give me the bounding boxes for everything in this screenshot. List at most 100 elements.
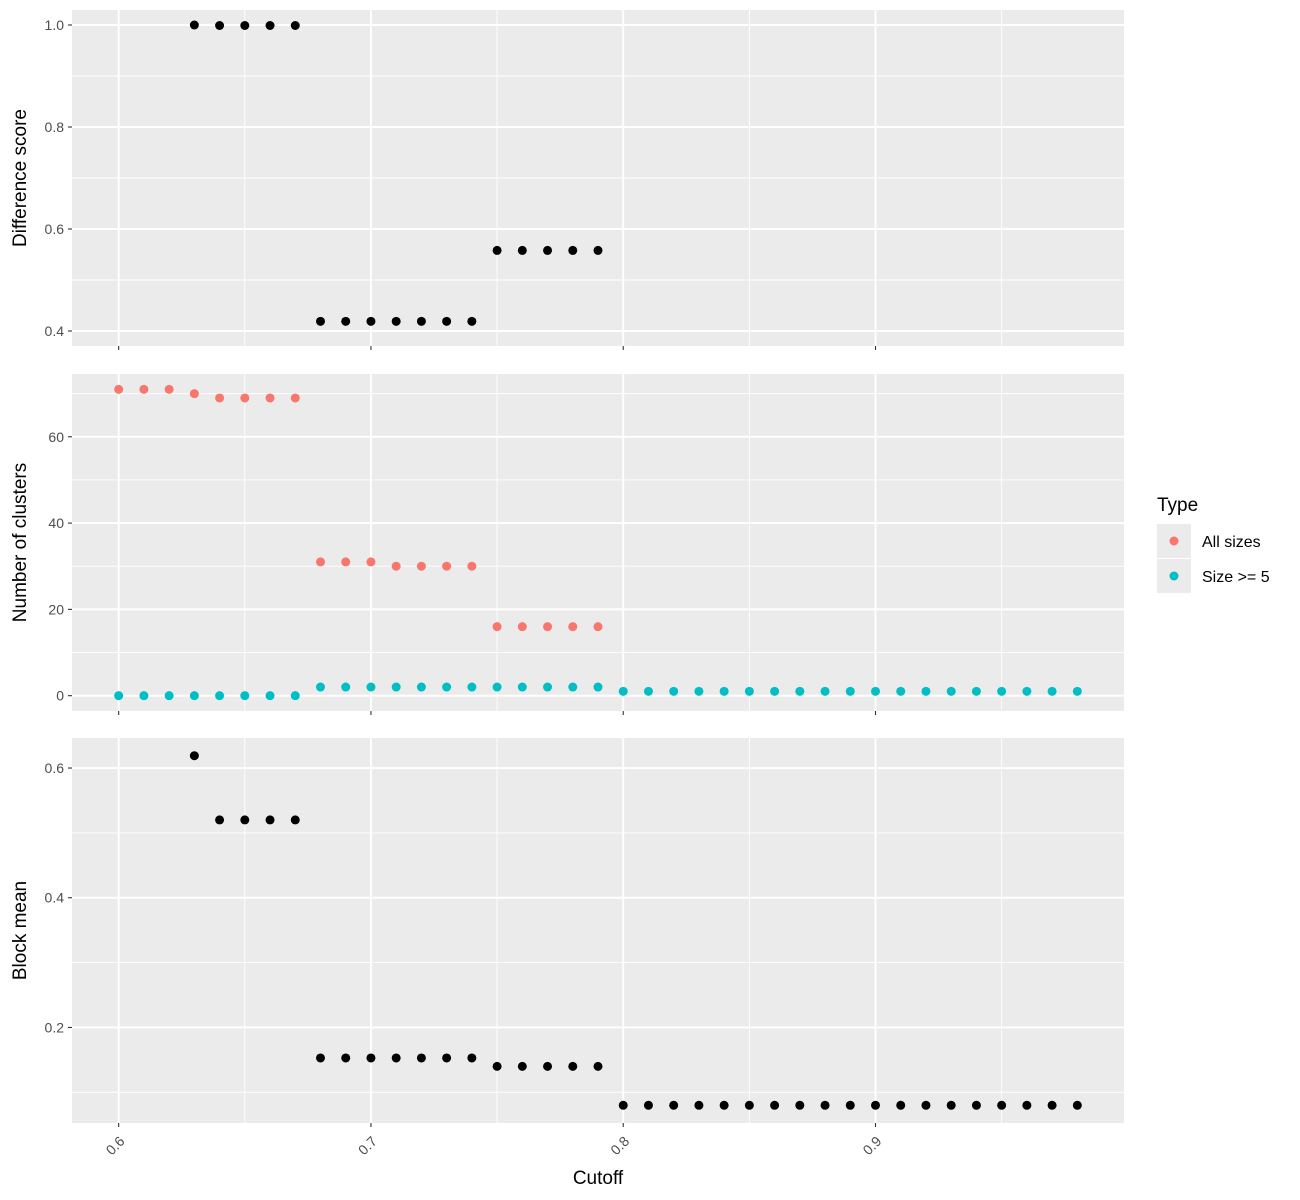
data-point bbox=[770, 1100, 780, 1110]
x-axis-title: Cutoff bbox=[573, 1168, 624, 1189]
y-tick-label: 0.4 bbox=[45, 890, 65, 906]
data-point bbox=[795, 1100, 805, 1110]
data-point bbox=[719, 686, 729, 696]
data-point bbox=[215, 691, 225, 701]
data-point bbox=[240, 691, 250, 701]
data-point bbox=[416, 316, 426, 326]
data-point bbox=[240, 21, 250, 31]
y-tick-label: 0.6 bbox=[45, 221, 65, 237]
data-point bbox=[265, 21, 275, 31]
x-tick-label: 0.9 bbox=[859, 1133, 884, 1158]
data-point bbox=[240, 393, 250, 403]
panel-2: 0 20 40 60 Number of clusters bbox=[10, 374, 1124, 715]
data-point bbox=[921, 686, 931, 696]
data-point bbox=[391, 1053, 401, 1063]
data-point bbox=[871, 1100, 881, 1110]
data-point bbox=[543, 245, 553, 255]
series-2 bbox=[114, 682, 1082, 701]
data-point bbox=[946, 1100, 956, 1110]
y-tick-label: 20 bbox=[48, 601, 64, 617]
data-point bbox=[618, 1100, 628, 1110]
data-point bbox=[820, 1100, 830, 1110]
data-point bbox=[366, 1053, 376, 1063]
data-point bbox=[618, 686, 628, 696]
y-tick-label: 0 bbox=[56, 688, 64, 704]
legend-key-all-sizes bbox=[1169, 536, 1179, 546]
y-tick-label: 0.8 bbox=[45, 119, 65, 135]
panel-1: 0.4 0.6 0.8 1.0 Difference score bbox=[10, 10, 1124, 350]
data-point bbox=[1022, 1100, 1032, 1110]
data-point bbox=[139, 691, 149, 701]
data-point bbox=[568, 245, 578, 255]
data-point bbox=[744, 1100, 754, 1110]
data-point bbox=[164, 384, 174, 394]
data-point bbox=[593, 622, 603, 632]
panel-3: 0.2 0.4 0.6 Block mean bbox=[10, 738, 1124, 1127]
legend-label-all-sizes: All sizes bbox=[1202, 534, 1261, 551]
series-1 bbox=[189, 751, 1082, 1110]
data-point bbox=[593, 245, 603, 255]
data-point bbox=[694, 1100, 704, 1110]
data-point bbox=[492, 1061, 502, 1071]
legend-label-size-5: Size >= 5 bbox=[1202, 569, 1270, 586]
data-point bbox=[568, 1061, 578, 1071]
data-point bbox=[517, 245, 527, 255]
series-1 bbox=[114, 384, 603, 632]
data-point bbox=[114, 384, 124, 394]
data-point bbox=[189, 751, 199, 761]
data-point bbox=[189, 20, 199, 30]
data-point bbox=[265, 393, 275, 403]
data-point bbox=[467, 682, 477, 692]
series-1 bbox=[189, 20, 603, 326]
data-point bbox=[896, 1100, 906, 1110]
legend-title: Type bbox=[1157, 495, 1198, 516]
y-axis-title: Block mean bbox=[10, 881, 31, 980]
data-point bbox=[543, 622, 553, 632]
legend: Type All sizes Size >= 5 bbox=[1157, 495, 1270, 593]
data-point bbox=[467, 561, 477, 571]
data-point bbox=[719, 1100, 729, 1110]
data-point bbox=[442, 682, 452, 692]
data-point bbox=[290, 815, 300, 825]
data-point bbox=[315, 557, 325, 567]
data-point bbox=[492, 682, 502, 692]
data-point bbox=[215, 815, 225, 825]
x-tick-label: 0.8 bbox=[607, 1133, 632, 1158]
data-point bbox=[416, 1053, 426, 1063]
data-point bbox=[517, 622, 527, 632]
data-point bbox=[971, 686, 981, 696]
data-point bbox=[442, 1053, 452, 1063]
data-point bbox=[315, 1053, 325, 1063]
data-point bbox=[643, 1100, 653, 1110]
data-point bbox=[1072, 1100, 1082, 1110]
data-point bbox=[341, 316, 351, 326]
data-point bbox=[543, 1061, 553, 1071]
data-point bbox=[669, 686, 679, 696]
data-point bbox=[442, 561, 452, 571]
data-point bbox=[215, 393, 225, 403]
data-point bbox=[416, 561, 426, 571]
data-point bbox=[240, 815, 250, 825]
data-point bbox=[770, 686, 780, 696]
data-point bbox=[114, 691, 124, 701]
panel-background bbox=[72, 374, 1124, 711]
data-point bbox=[391, 682, 401, 692]
data-point bbox=[1047, 1100, 1057, 1110]
y-tick-label: 0.4 bbox=[45, 323, 65, 339]
data-point bbox=[568, 622, 578, 632]
y-tick-label: 40 bbox=[48, 515, 64, 531]
data-point bbox=[593, 1061, 603, 1071]
data-point bbox=[1022, 686, 1032, 696]
data-point bbox=[543, 682, 553, 692]
data-point bbox=[265, 815, 275, 825]
data-point bbox=[845, 1100, 855, 1110]
data-point bbox=[315, 316, 325, 326]
data-point bbox=[290, 21, 300, 31]
y-tick-label: 0.2 bbox=[45, 1019, 65, 1035]
x-tick-label: 0.7 bbox=[355, 1133, 380, 1158]
data-point bbox=[971, 1100, 981, 1110]
data-point bbox=[164, 691, 174, 701]
data-point bbox=[593, 682, 603, 692]
chart-panels: 0.4 0.6 0.8 1.0 Difference score 0 20 40 60 Numbe… bbox=[10, 10, 1124, 1158]
data-point bbox=[189, 389, 199, 399]
